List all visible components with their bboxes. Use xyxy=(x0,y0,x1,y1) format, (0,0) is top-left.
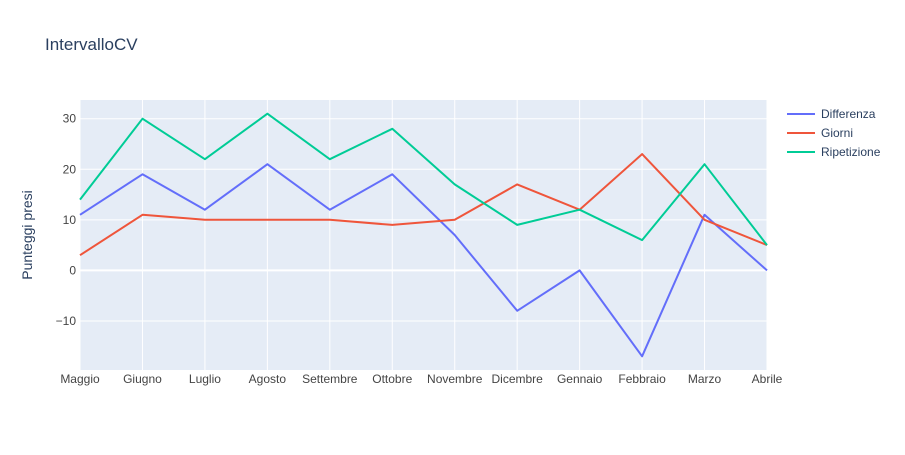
y-axis-title: Punteggi presi xyxy=(19,190,35,280)
series-line-giorni[interactable] xyxy=(79,153,768,257)
x-tick-label: Giugno xyxy=(123,372,162,386)
series-line-differenza[interactable] xyxy=(79,163,768,358)
legend-label: Ripetizione xyxy=(821,145,881,159)
grid-layer xyxy=(79,100,768,370)
plot-background xyxy=(80,100,767,370)
legend-label: Differenza xyxy=(821,107,876,121)
x-tick-label: Gennaio xyxy=(557,372,603,386)
x-tick-label: Settembre xyxy=(302,372,358,386)
x-tick-label: Abrile xyxy=(752,372,783,386)
x-tick-label: Maggio xyxy=(60,372,100,386)
y-tick-label: 0 xyxy=(69,263,76,277)
series-line-ripetizione[interactable] xyxy=(79,112,768,246)
x-tick-label: Agosto xyxy=(249,372,287,386)
legend-item-ripetizione[interactable]: Ripetizione xyxy=(787,145,881,159)
x-tick-label: Novembre xyxy=(427,372,483,386)
chart-title: IntervalloCV xyxy=(45,35,138,54)
y-tick-label: 20 xyxy=(63,162,77,176)
x-tick-label: Marzo xyxy=(688,372,722,386)
x-tick-labels: Maggio Giugno Luglio Agosto Settembre Ottobre… xyxy=(60,372,782,386)
legend-item-giorni[interactable]: Giorni xyxy=(787,126,853,140)
x-tick-label: Ottobre xyxy=(372,372,412,386)
y-tick-labels: −10 0 10 20 30 xyxy=(56,112,77,328)
legend[interactable]: Differenza Giorni Ripetizione xyxy=(787,107,881,159)
series-layer xyxy=(79,112,768,358)
y-tick-label: 10 xyxy=(63,213,77,227)
x-tick-label: Dicembre xyxy=(492,372,544,386)
legend-label: Giorni xyxy=(821,126,853,140)
y-tick-label: −10 xyxy=(56,314,77,328)
legend-item-differenza[interactable]: Differenza xyxy=(787,107,876,121)
x-tick-label: Febbraio xyxy=(618,372,666,386)
y-tick-label: 30 xyxy=(63,112,77,126)
x-tick-label: Luglio xyxy=(189,372,221,386)
